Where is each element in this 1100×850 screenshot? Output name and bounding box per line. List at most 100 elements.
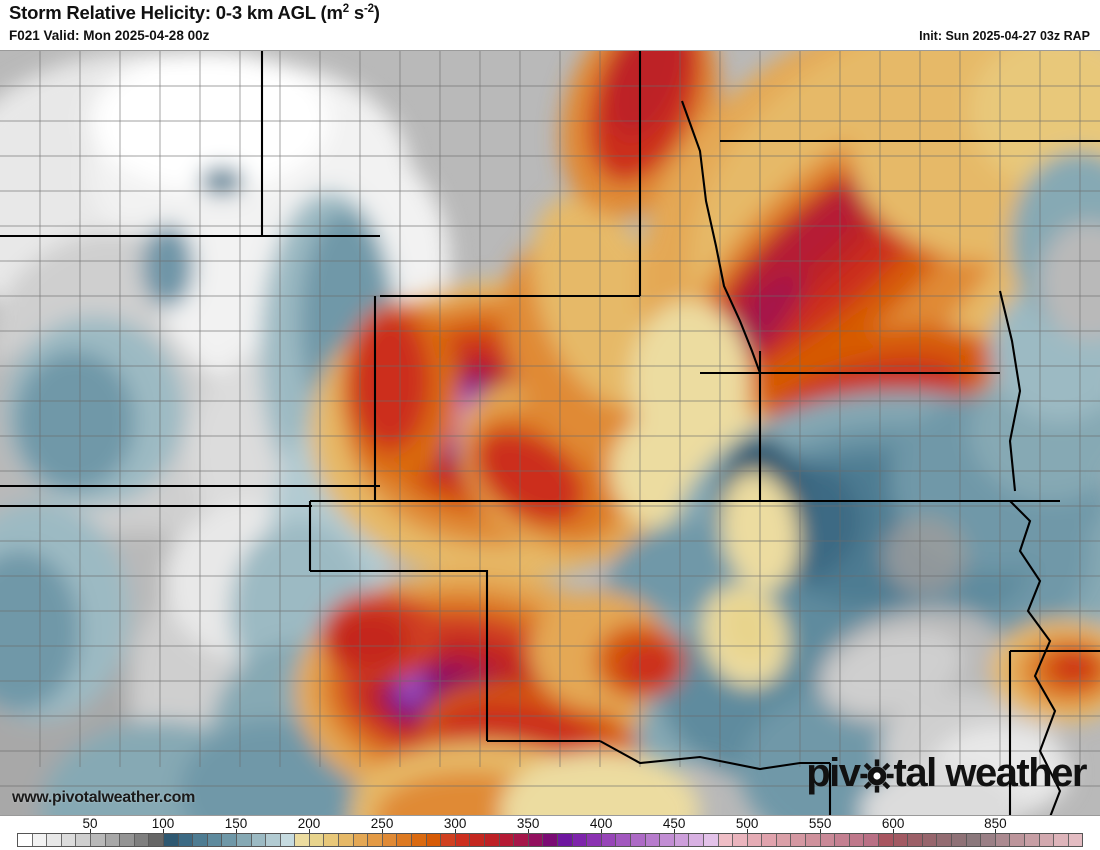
colorbar-tick-labels: 50 100 150 200 250 300 350 400 450 500 550 600 850 [0,816,1100,833]
colorbar-swatch [236,834,252,846]
title-main-text: Storm Relative Helicity: 0-3 km AGL (m [9,2,343,23]
colorbar-swatch [309,834,325,846]
title-close-paren: ) [373,2,380,23]
colorbar-swatch [601,834,617,846]
colorbar-swatch [674,834,690,846]
colorbar-tick-label: 600 [881,816,905,831]
colorbar-tick-mark [455,829,457,833]
colorbar-swatch [952,834,967,846]
colorbar-swatch [879,834,894,846]
map-canvas[interactable]: www.pivotalweather.com piv [0,50,1100,816]
colorbar-swatch [149,834,164,846]
colorbar-swatch [324,834,340,846]
colorbar-tick-mark [995,829,997,833]
init-time-label: Init: Sun 2025-04-27 03z RAP [919,29,1090,43]
colorbar-swatch [499,834,515,846]
colorbar-swatch [689,834,704,846]
colorbar-swatch [616,834,631,846]
colorbar-swatch [32,834,48,846]
colorbar-swatch [630,834,646,846]
colorbar-swatch [703,834,719,846]
colorbar-tick-mark [90,829,91,833]
colorbar-tick-label: 350 [516,816,540,831]
map-header: Storm Relative Helicity: 0-3 km AGL (m2 … [0,0,1100,50]
colorbar-swatch [806,834,821,846]
colorbar-swatch [295,834,310,846]
colorbar-swatch [587,834,602,846]
colorbar-swatch [47,834,62,846]
colorbar-tick-label: 200 [297,816,321,831]
gear-sun-icon [859,759,894,793]
colorbar-tick-label: 400 [589,816,613,831]
colorbar-tick-label: 100 [151,816,175,831]
colorbar-swatch [718,834,734,846]
colorbar-swatch [441,834,456,846]
colorbar-tick-mark [674,829,676,833]
logo-text-suffix: tal weather [893,751,1088,795]
colorbar-swatch [1068,834,1083,846]
colorbar-swatch [908,834,923,846]
colorbar-swatch [922,834,938,846]
colorbar-tick-label: 250 [370,816,394,831]
valid-time-label: F021 Valid: Mon 2025-04-28 00z [9,28,210,43]
colorbar-swatch [645,834,661,846]
colorbar-swatch [163,834,179,846]
colorbar-tick-label: 450 [662,816,686,831]
title-mid-text: s [348,2,364,23]
colorbar-swatch [981,834,996,846]
colorbar-swatch [543,834,558,846]
colorbar-swatch [76,834,91,846]
colorbar-swatch [222,834,237,846]
colorbar-tick-mark [163,829,165,833]
colorbar-swatch [966,834,982,846]
colorbar-swatch [412,834,427,846]
colorbar-swatch [1054,834,1069,846]
colorbar-swatch [1039,834,1055,846]
colorbar-tick-mark [893,829,895,833]
colorbar-swatch [937,834,952,846]
colorbar[interactable]: 50 100 150 200 250 300 350 400 450 500 550 600 850 [0,816,1100,850]
county-borders [0,51,1100,787]
logo-text-prefix: piv [806,751,861,795]
colorbar-tick-mark [309,829,311,833]
colorbar-swatch [514,834,529,846]
colorbar-tick-mark [601,829,603,833]
srh-contour-field [0,51,1100,815]
colorbar-swatch [193,834,208,846]
colorbar-swatch [426,834,442,846]
colorbar-swatch [120,834,135,846]
colorbar-swatch [733,834,748,846]
colorbar-tick-label: 850 [984,816,1007,831]
colorbar-swatch [835,834,850,846]
colorbar-swatch [849,834,865,846]
colorbar-swatch [61,834,77,846]
colorbar-swatch [280,834,296,846]
pivotal-weather-logo: piv [806,751,1088,795]
colorbar-swatch [864,834,880,846]
colorbar-swatch [762,834,777,846]
colorbar-swatch [353,834,369,846]
colorbar-tick-mark [236,829,238,833]
title-exponent-2: -2 [363,2,374,15]
colorbar-tick-label: 550 [808,816,832,831]
colorbar-swatch [557,834,573,846]
colorbar-swatch [134,834,150,846]
colorbar-swatch [528,834,544,846]
colorbar-swatch [266,834,281,846]
colorbar-swatch [791,834,807,846]
colorbar-swatch [251,834,267,846]
colorbar-swatch [995,834,1011,846]
colorbar-swatch [572,834,588,846]
colorbar-swatch [470,834,485,846]
state-borders [0,51,1100,815]
colorbar-gradient-strip[interactable] [17,833,1083,847]
colorbar-swatch [776,834,792,846]
colorbar-swatch [455,834,471,846]
page-title: Storm Relative Helicity: 0-3 km AGL (m2 … [9,2,380,24]
colorbar-swatch [820,834,836,846]
colorbar-tick-label: 500 [735,816,759,831]
colorbar-swatch [90,834,106,846]
colorbar-swatch [893,834,909,846]
colorbar-tick-mark [528,829,530,833]
title-exponent-1: 2 [342,2,349,15]
